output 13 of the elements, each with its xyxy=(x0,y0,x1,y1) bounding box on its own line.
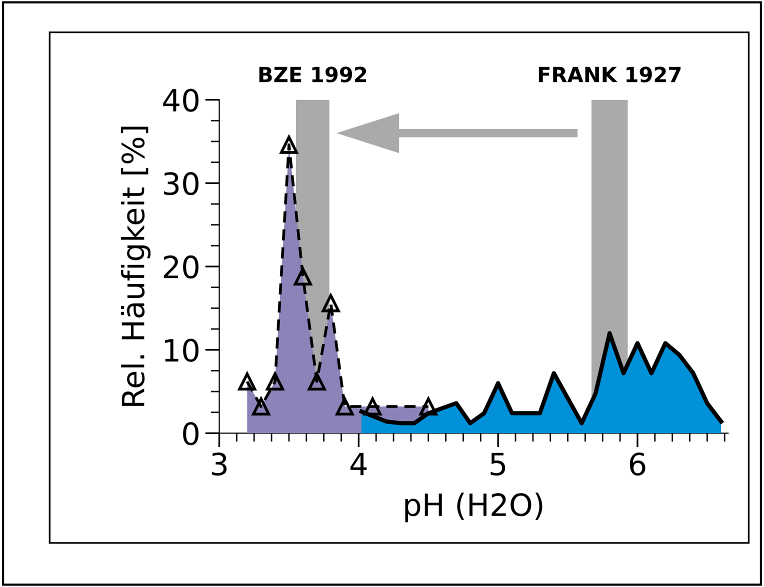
y-tick-label: 30 xyxy=(164,172,198,196)
x-tick-label: 3 xyxy=(212,452,227,476)
x-axis-title: pH (H2O) xyxy=(405,492,542,522)
y-axis-title: Rel. Häufigkeit [%] xyxy=(120,126,151,406)
y-tick-label: 20 xyxy=(164,255,198,279)
y-tick-label: 40 xyxy=(163,88,198,112)
band-label: FRANK 1927 xyxy=(538,66,681,82)
x-tick-label: 5 xyxy=(490,452,506,476)
y-tick-label: 10 xyxy=(164,338,198,362)
x-tick-label: 6 xyxy=(630,452,646,476)
y-tick-label: 0 xyxy=(183,422,198,446)
x-tick-label: 4 xyxy=(350,452,367,476)
band-label: BZE 1992 xyxy=(259,66,366,82)
